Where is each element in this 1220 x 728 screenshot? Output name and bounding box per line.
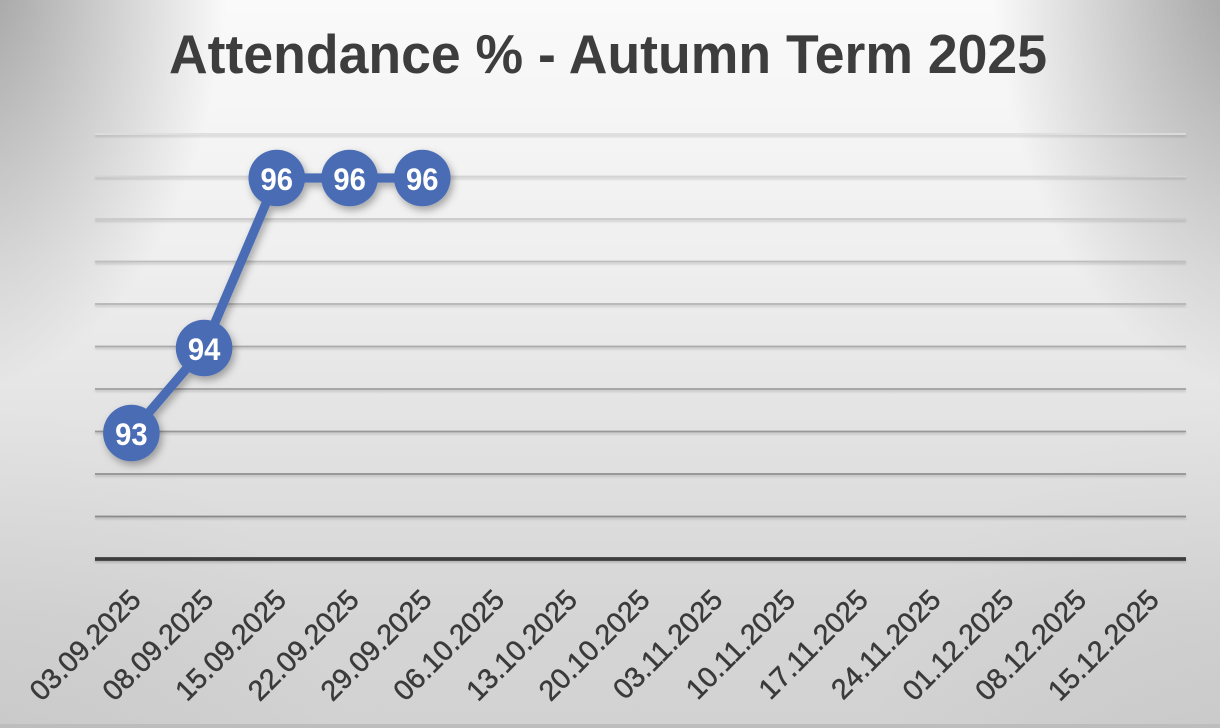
svg-text:93: 93 xyxy=(115,416,148,452)
svg-text:Attendance % - Autumn Term 202: Attendance % - Autumn Term 2025 xyxy=(169,23,1047,85)
svg-text:96: 96 xyxy=(406,161,439,197)
svg-text:94: 94 xyxy=(188,331,221,367)
svg-text:96: 96 xyxy=(261,161,294,197)
svg-text:96: 96 xyxy=(333,161,366,197)
